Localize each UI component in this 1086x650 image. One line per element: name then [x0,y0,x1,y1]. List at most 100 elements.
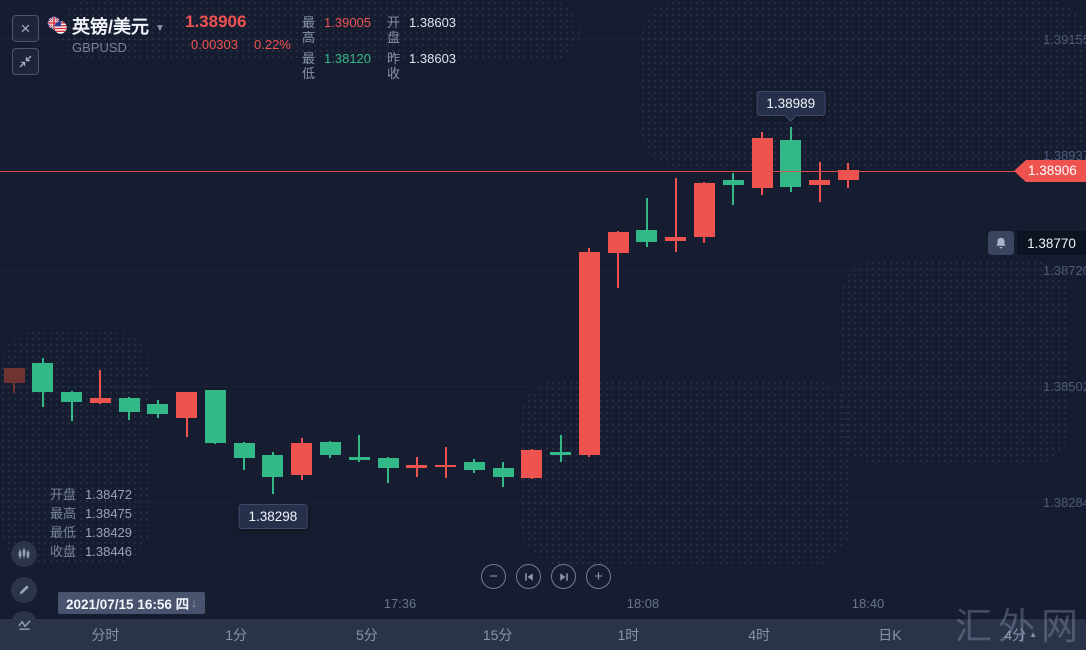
stat-value: 1.38603 [409,51,457,66]
price-axis-label: 1.39155 [1043,31,1086,47]
ohlc-row: 收盘 1.38446 [50,542,132,561]
candle-body [3,367,25,384]
candle-wick [617,231,620,288]
candle-body [780,140,802,187]
caret-up-icon: ▲ [1029,630,1037,639]
stat-label: 昨收 [387,51,401,81]
candle-body [348,457,370,460]
time-axis-label: 17:36 [383,596,417,611]
zoom-in-icon[interactable]: + [586,564,611,589]
pair-code: GBPUSD [72,40,127,55]
candle-wick [70,391,73,421]
collapse-icon[interactable] [12,48,39,75]
pair-name[interactable]: 英镑/美元 ▼ [72,17,165,37]
candle-body [837,169,859,181]
stat-row: 昨收 1.38603 [387,51,456,81]
change-value: 0.00303 [191,37,238,52]
candle-body [751,138,773,189]
tab-4分[interactable]: 4分 ▲ [955,619,1086,650]
ohlc-label: 收盘 [50,544,77,559]
candle-body [147,403,169,415]
skip-end-icon[interactable] [551,564,576,589]
candle-wick [645,198,648,248]
candle-body [435,464,457,468]
candle-body [722,180,744,185]
tab-1时[interactable]: 1时 [563,619,694,650]
stat-value: 1.38603 [409,15,457,30]
tab-4时[interactable]: 4时 [694,619,825,650]
chart-type-button[interactable] [11,541,37,567]
zoom-out-icon[interactable]: − [481,564,506,589]
time-axis-label: 18:08 [626,596,660,611]
tab-5分[interactable]: 5分 [302,619,433,650]
ohlc-row: 最低 1.38429 [50,523,132,542]
ohlc-row: 开盘 1.38472 [50,485,132,504]
candle-wick [99,369,102,404]
tab-label: 1分 [225,626,248,643]
tab-label: 15分 [482,626,513,643]
price-axis-label: 1.38937 [1043,147,1086,163]
candlestick-icon [18,547,30,559]
stat-row: 最高 1.39005 [302,15,371,45]
candle-wick [674,177,677,252]
tab-分时[interactable]: 分时 [40,619,171,650]
gridline [0,155,1086,156]
ohlc-value: 1.38472 [85,487,133,502]
alert-price-label: 1.38770 [1017,231,1086,256]
skip-start-icon[interactable] [516,564,541,589]
candle-wick [444,447,447,478]
price-axis-label: 1.38284 [1043,494,1086,510]
price-alert[interactable]: 1.38770 [988,231,1086,256]
tab-label: 1时 [617,626,640,643]
bell-icon[interactable] [988,231,1014,256]
tab-label: 分时 [91,626,120,643]
indicator-button[interactable] [11,611,37,637]
candle-body [809,180,831,185]
ohlc-row: 最高 1.38475 [50,504,132,523]
candle-body [118,398,140,412]
tab-label: 5分 [355,626,378,643]
chevron-down-icon: ▼ [155,23,165,34]
price-annotation: 1.38989 [756,90,826,122]
current-price-line [0,171,1086,172]
ohlc-label: 最低 [50,525,77,540]
change-percent: 0.22% [254,37,291,52]
candle-body [89,398,111,403]
gridline [0,39,1086,40]
gridline [0,502,1086,503]
stat-column: 开盘 1.38603 昨收 1.38603 [387,15,456,81]
ohlc-value: 1.38446 [85,544,133,559]
pencil-icon [19,585,29,595]
date-text: 2021/07/15 16:56 四 [66,597,190,612]
price-axis-label: 1.38720 [1043,262,1086,278]
candle-body [463,461,485,470]
close-icon[interactable]: × [12,15,39,42]
candle-body [233,442,255,458]
price-axis-label: 1.38502 [1043,378,1086,394]
playback-date-badge[interactable]: 2021/07/15 16:56 四 ↓ [58,592,206,614]
candle-body [693,183,715,237]
price-change: 0.00303 0.22% [191,37,291,52]
candle-body [176,392,198,418]
timeframe-tabbar: 分时 1分 5分 15分 1时 4时 日K 4分 ▲ [0,618,1086,650]
candle-body [262,455,284,477]
candle-body [492,467,514,477]
tab-label: 日K [878,626,902,643]
down-arrow-icon: ↓ [191,596,198,610]
candle-body [406,464,428,468]
stat-label: 最高 [302,15,316,45]
tab-15分[interactable]: 15分 [432,619,563,650]
candle-body [521,449,543,478]
candle-body [61,392,83,402]
candle-wick [559,434,562,463]
ohlc-value: 1.38475 [85,506,133,521]
current-price-tag: 1.38906 [1014,160,1086,182]
indicator-wave-icon [17,619,31,630]
tab-1分[interactable]: 1分 [171,619,302,650]
ohlc-label: 开盘 [50,487,77,502]
tab-日K[interactable]: 日K [825,619,956,650]
draw-button[interactable] [11,577,37,603]
candle-body [319,441,341,456]
candle-wick [358,434,361,463]
